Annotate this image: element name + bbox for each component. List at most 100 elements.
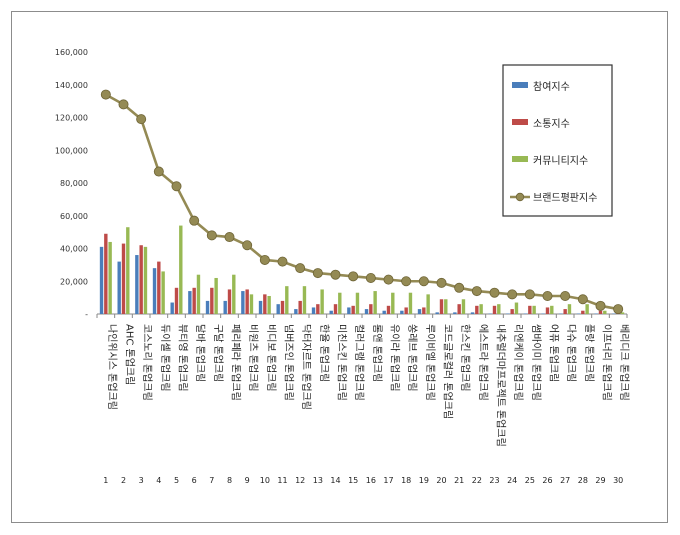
bar-1 (576, 313, 581, 315)
category-index-number: 16 (366, 476, 376, 485)
category-label: 코스노리 톤업크림 (141, 324, 154, 401)
bar-1 (523, 313, 528, 315)
category-label: 다슈 톤업크림 (565, 324, 578, 382)
bar-1 (99, 246, 104, 314)
bar-2 (263, 294, 267, 314)
category-label: 썸바이미 톤업크림 (530, 324, 543, 401)
bar-3 (497, 304, 501, 314)
category-index-number: 28 (578, 476, 588, 485)
bar-1 (382, 310, 386, 314)
category-label: 베리디크 톤업크림 (618, 324, 631, 401)
category-index-number: 12 (295, 476, 305, 485)
bar-2 (563, 309, 567, 314)
brand-index-point (224, 232, 235, 243)
legend-swatch (512, 119, 528, 125)
bar-3 (338, 292, 342, 314)
brand-index-point (136, 114, 147, 125)
bar-1 (311, 307, 316, 314)
category-label: 이프너리 톤업크림 (601, 324, 614, 401)
bar-1 (417, 309, 422, 314)
bar-3 (143, 246, 148, 314)
category-label: 미친스킨 톤업크림 (336, 324, 349, 401)
bar-3 (391, 292, 395, 314)
category-index-number: 4 (156, 476, 161, 485)
category-label: 어퓨 톤업크림 (548, 324, 561, 382)
category-label: 듀이셀 톤업크림 (159, 324, 172, 392)
legend-swatch (512, 156, 528, 162)
category-index-number: 21 (454, 476, 464, 485)
category-index-number: 23 (489, 476, 499, 485)
legend-label: 커뮤니티지수 (533, 155, 588, 167)
category-label: 컬러그램 톤업크림 (353, 324, 366, 401)
bar-2 (404, 307, 408, 314)
category-label: 넘버즈인 톤업크림 (283, 324, 296, 401)
bar-3 (249, 294, 254, 314)
bar-1 (612, 313, 616, 315)
legend-box (502, 64, 613, 217)
category-label: 플랑 톤업크림 (583, 324, 596, 382)
bar-2 (104, 233, 108, 314)
bar-3 (444, 299, 448, 314)
category-label: 페리페라 톤업크림 (230, 324, 243, 401)
brand-index-point (312, 268, 323, 279)
bar-1 (506, 313, 510, 315)
bar-3 (373, 291, 377, 314)
category-index-number: 30 (613, 476, 623, 485)
bar-3 (461, 299, 466, 314)
brand-index-point (259, 254, 270, 265)
bar-2 (386, 305, 391, 314)
brand-index-point (189, 215, 200, 226)
category-label: AHC 톤업크림 (124, 324, 137, 385)
category-label: 리엔케이 톤업크림 (512, 324, 525, 401)
category-label: 뷰티영 톤업크림 (177, 324, 190, 392)
bar-2 (351, 305, 355, 314)
category-label: 달바 톤업크림 (194, 324, 207, 382)
bar-2 (316, 304, 320, 314)
bar-1 (205, 300, 210, 314)
y-tick-label: 120,000 (55, 114, 88, 123)
category-index-number: 3 (139, 476, 144, 485)
category-index-number: 24 (507, 476, 517, 485)
brand-index-point (524, 289, 535, 300)
bar-2 (298, 300, 302, 314)
y-tick-label: 160,000 (55, 48, 88, 57)
bar-1 (258, 300, 263, 314)
category-index-number: 19 (419, 476, 429, 485)
category-label: 비디보 톤업크림 (265, 324, 278, 392)
brand-index-point (507, 289, 518, 300)
bar-1 (294, 309, 298, 314)
bar-series-group (99, 225, 625, 315)
bar-3 (161, 271, 165, 314)
category-label: 한스킨 톤업크림 (459, 324, 472, 392)
bar-1 (276, 304, 280, 314)
y-tick-label: 60,000 (60, 212, 88, 221)
bar-1 (117, 261, 121, 314)
bar-2 (139, 245, 143, 314)
bar-3 (232, 274, 236, 314)
y-tick-label: 140,000 (55, 81, 88, 90)
bar-3 (585, 304, 589, 314)
category-index-number: 25 (525, 476, 535, 485)
bar-3 (285, 286, 289, 314)
brand-index-point (560, 290, 571, 301)
category-label: 코드글로컬러 톤업크림 (442, 324, 455, 419)
category-labels-group: 나인위시스 톤업크림 1 AHC 톤업크림 2 코스노리 톤업크림 3 듀이셀 톤업크림 4 뷰… (103, 324, 631, 485)
bar-2 (280, 300, 285, 314)
category-index-number: 22 (472, 476, 482, 485)
category-label: 에스트라 톤업크림 (477, 324, 490, 401)
y-tick-label: 20,000 (60, 277, 88, 286)
category-label: 쏭레브 톤업크림 (406, 324, 419, 392)
bar-2 (492, 305, 497, 314)
chart-axes: 160,000 140,000 120,000 100,000 80,000 60,000… (55, 48, 628, 319)
bar-2 (545, 307, 550, 314)
brand-index-point (206, 230, 217, 241)
brand-index-point (365, 272, 376, 283)
brand-index-point (348, 271, 359, 282)
bar-1 (470, 312, 475, 314)
category-index-number: 6 (192, 476, 197, 485)
category-label: 내추럴더마프로젝트 톤업크림 (495, 324, 508, 447)
bar-3 (108, 241, 112, 314)
bar-1 (435, 312, 439, 314)
